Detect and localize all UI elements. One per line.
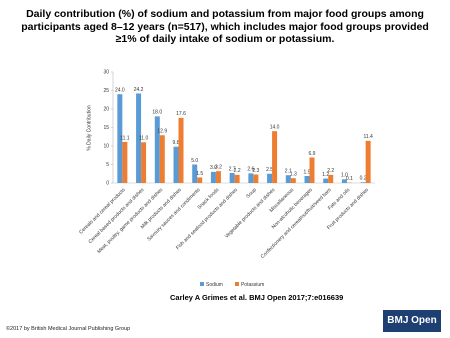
x-tick-label: Confectionery and cereal/nut/fruit/seed … (260, 187, 333, 260)
value-label: 1.9 (304, 169, 311, 175)
value-label: 2.5 (266, 167, 273, 173)
y-tick-label: 15 (103, 125, 109, 131)
legend-label: Sodium (206, 282, 223, 288)
bar (365, 140, 371, 183)
value-label: 0.1 (346, 176, 353, 182)
value-label: 24.0 (115, 88, 125, 94)
value-label: 14.0 (270, 125, 280, 131)
bar (234, 174, 240, 183)
value-label: 17.6 (176, 111, 186, 117)
bar (229, 173, 235, 183)
bar (192, 164, 198, 183)
bar (197, 177, 203, 183)
y-tick-label: 30 (103, 69, 109, 75)
value-label: 1.0 (341, 173, 348, 179)
value-label: 11.1 (120, 135, 130, 141)
bar (290, 178, 296, 183)
legend-label: Potassium (241, 282, 264, 288)
y-tick-label: 0 (106, 180, 109, 186)
value-label: 3.0 (210, 165, 217, 171)
value-label: 6.9 (309, 151, 316, 157)
chart-title: Daily contribution (%) of sodium and pot… (21, 8, 429, 45)
bar (154, 116, 160, 183)
bar (248, 173, 254, 183)
copyright: ©2017 by British Medical Journal Publish… (6, 326, 131, 332)
citation: Carley A Grimes et al. BMJ Open 2017;7:e… (170, 293, 344, 302)
bar (328, 174, 334, 183)
value-label: 11.4 (363, 134, 373, 140)
bar (341, 179, 347, 183)
bar (122, 141, 128, 183)
value-label: 5.0 (191, 158, 198, 164)
chart: % Daily Contribution 0 5 10 15 20 25 30 24.0 11.… (78, 69, 375, 288)
bar (136, 93, 142, 183)
value-label: 24.2 (134, 87, 144, 93)
bar (159, 135, 165, 183)
bar (285, 175, 291, 183)
value-label: 2.7 (229, 166, 236, 172)
bar (360, 182, 366, 183)
bar (267, 173, 273, 183)
legend-swatch (200, 282, 204, 286)
value-label: 18.0 (152, 110, 162, 116)
bar (304, 175, 310, 183)
bar (117, 94, 123, 183)
bar (210, 171, 216, 183)
y-tick-label: 10 (103, 143, 109, 149)
bar (253, 174, 259, 183)
bar (272, 131, 278, 183)
y-axis-label: % Daily Contribution (86, 105, 92, 151)
value-label: 9.8 (173, 140, 180, 146)
y-tick-label: 5 (106, 162, 109, 168)
value-label: 1.5 (196, 171, 203, 177)
value-label: 1.3 (290, 172, 297, 178)
value-label: 2.6 (247, 167, 254, 173)
value-label: 0.2 (360, 176, 367, 182)
value-label: 11.0 (139, 136, 149, 142)
value-label: 3.2 (215, 164, 222, 170)
bar (215, 171, 221, 183)
value-label: 2.1 (285, 169, 292, 175)
value-label: 2.3 (252, 168, 259, 174)
y-tick-label: 20 (103, 106, 109, 112)
bar (309, 157, 315, 183)
bar (173, 146, 179, 183)
value-label: 1.2 (322, 172, 329, 178)
x-tick-label: Soup (245, 187, 258, 200)
bar (323, 178, 329, 183)
value-label: 2.2 (234, 168, 241, 174)
legend-swatch (234, 282, 239, 286)
value-label: 2.2 (327, 168, 334, 174)
value-label: 12.9 (157, 129, 167, 135)
y-tick-label: 25 (103, 88, 109, 94)
bar (141, 142, 147, 183)
logo: BMJ Open (383, 310, 441, 332)
bar (178, 117, 184, 183)
